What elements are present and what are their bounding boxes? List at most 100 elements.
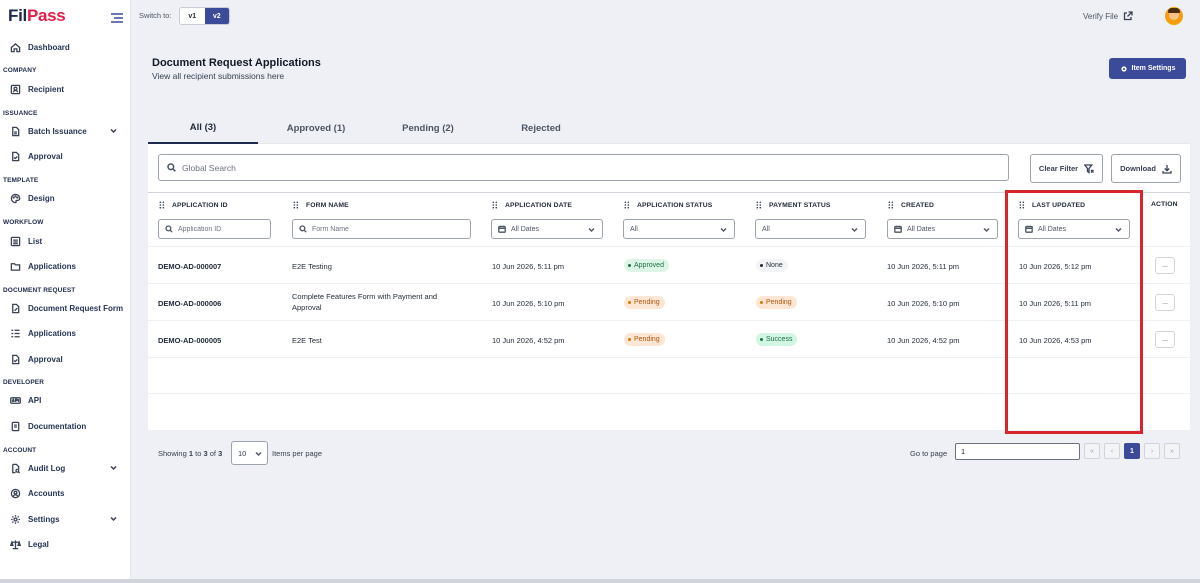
form-name-filter[interactable]: [292, 219, 471, 239]
chevron-down-icon: [851, 228, 858, 232]
user-card-icon: [9, 83, 21, 95]
prev-page-button[interactable]: ‹: [1104, 443, 1120, 459]
form-name-filter-input[interactable]: [312, 225, 449, 233]
sidebar-item-audit-log[interactable]: Audit Log: [9, 460, 127, 476]
search-icon: [167, 163, 176, 172]
per-page-value: 10: [238, 448, 247, 458]
item-settings-button[interactable]: Item Settings: [1109, 58, 1186, 79]
clear-filter-button[interactable]: Clear Filter: [1030, 154, 1103, 183]
last-updated-filter[interactable]: All Dates: [1018, 219, 1130, 239]
row-actions-button[interactable]: ...: [1155, 331, 1175, 348]
showing-to-word: to: [193, 449, 204, 458]
v2-button[interactable]: v2: [204, 8, 229, 24]
col-application-id[interactable]: APPLICATION ID: [159, 201, 228, 209]
items-per-page-select[interactable]: 10: [231, 441, 268, 465]
sidebar-item-batch-issuance[interactable]: Batch Issuance: [9, 123, 127, 139]
section-label: WORKFLOW: [3, 219, 44, 226]
sidebar-item-dashboard[interactable]: Dashboard: [9, 39, 127, 55]
verify-file-label: Verify File: [1083, 11, 1119, 21]
sidebar-item-accounts[interactable]: Accounts: [9, 485, 127, 501]
cell-form-name-line2: Approval: [292, 303, 322, 312]
tab-rejected[interactable]: Rejected: [521, 123, 561, 134]
last-page-button[interactable]: »: [1164, 443, 1180, 459]
tab-pending[interactable]: Pending (2): [402, 123, 454, 134]
col-payment-status[interactable]: PAYMENT STATUS: [756, 201, 831, 209]
table-row[interactable]: DEMO-AD-000005 E2E Test 10 Jun 2026, 4:5…: [148, 320, 1190, 357]
filter-value: All Dates: [907, 225, 936, 233]
v1-button[interactable]: v1: [188, 12, 197, 20]
application-status-filter[interactable]: All: [623, 219, 735, 239]
drag-handle-icon[interactable]: [756, 201, 762, 209]
chevron-down-icon: [588, 228, 595, 232]
row-actions-button[interactable]: ...: [1155, 257, 1175, 274]
drag-handle-icon[interactable]: [293, 201, 299, 209]
sidebar-item-label: Applications: [28, 261, 77, 271]
applications-panel: Clear Filter Download APPLICATION ID FOR…: [148, 144, 1190, 476]
sidebar-item-approval[interactable]: Approval: [9, 148, 127, 164]
sidebar-item-design[interactable]: Design: [9, 190, 127, 206]
page-1-button[interactable]: 1: [1124, 443, 1140, 459]
sidebar-item-document-request-form[interactable]: Document Request Form: [9, 300, 127, 316]
first-page-button[interactable]: «: [1084, 443, 1100, 459]
sidebar-item-label: Documentation: [28, 421, 87, 431]
sidebar-item-list[interactable]: List: [9, 233, 127, 249]
sidebar-item-label: API: [28, 395, 42, 405]
application-id-filter-input[interactable]: [178, 225, 262, 233]
global-search-input[interactable]: [182, 162, 982, 173]
document-check-icon: [9, 150, 21, 162]
filpass-logo[interactable]: FilPass: [8, 6, 66, 25]
sidebar-item-label: Applications: [28, 328, 77, 338]
verify-file-link[interactable]: Verify File: [1083, 11, 1133, 21]
next-page-button[interactable]: ›: [1144, 443, 1160, 459]
sidebar-item-documentation[interactable]: Documentation: [9, 418, 127, 434]
sidebar-item-label: Approval: [28, 354, 63, 364]
go-to-page-input[interactable]: 1: [955, 443, 1080, 460]
table-row[interactable]: DEMO-AD-000006 Complete Features Form wi…: [148, 283, 1190, 320]
sidebar-item-settings[interactable]: Settings: [9, 511, 127, 527]
drag-handle-icon[interactable]: [1019, 201, 1025, 209]
drag-handle-icon[interactable]: [492, 201, 498, 209]
sidebar-item-recipient[interactable]: Recipient: [9, 81, 127, 97]
application-date-filter[interactable]: All Dates: [491, 219, 603, 239]
status-badge: Pending: [624, 333, 665, 346]
gear-icon: [1120, 65, 1127, 72]
external-link-icon: [1123, 11, 1133, 21]
tab-approved[interactable]: Approved (1): [286, 123, 346, 134]
payment-status-filter[interactable]: All: [755, 219, 866, 239]
sidebar-item-label: Dashboard: [28, 42, 70, 52]
empty-row: [148, 357, 1190, 393]
table-row[interactable]: DEMO-AD-000007 E2E Testing 10 Jun 2026, …: [148, 246, 1190, 283]
items-per-page-label: Items per page: [272, 449, 323, 458]
created-filter[interactable]: All Dates: [887, 219, 998, 239]
cell-application-date: 10 Jun 2026, 5:10 pm: [492, 299, 565, 308]
avatar[interactable]: [1165, 7, 1183, 25]
item-settings-label: Item Settings: [1131, 65, 1176, 72]
row-actions-button[interactable]: ...: [1155, 294, 1175, 311]
application-id-filter[interactable]: [158, 219, 271, 239]
col-form-name[interactable]: FORM NAME: [293, 201, 349, 209]
tab-all[interactable]: All (3): [148, 113, 258, 144]
drag-handle-icon[interactable]: [888, 201, 894, 209]
global-search[interactable]: [158, 154, 1009, 181]
menu-collapse-icon[interactable]: [111, 10, 123, 23]
sidebar-item-api[interactable]: API: [9, 392, 127, 408]
sidebar-item-label: Audit Log: [28, 463, 66, 473]
sidebar-item-legal[interactable]: Legal: [9, 536, 127, 552]
col-application-status[interactable]: APPLICATION STATUS: [624, 201, 712, 209]
col-application-date[interactable]: APPLICATION DATE: [492, 201, 572, 209]
drag-handle-icon[interactable]: [159, 201, 165, 209]
palette-icon: [9, 192, 21, 204]
showing-prefix: Showing: [158, 449, 189, 458]
drag-handle-icon[interactable]: [624, 201, 630, 209]
switch-label: Switch to:: [139, 11, 172, 20]
download-button[interactable]: Download: [1111, 154, 1181, 183]
sidebar-item-label: List: [28, 236, 43, 246]
col-last-updated[interactable]: LAST UPDATED: [1019, 201, 1085, 209]
list-icon: [9, 235, 21, 247]
sidebar-item-applications[interactable]: Applications: [9, 258, 127, 274]
col-created[interactable]: CREATED: [888, 201, 934, 209]
sidebar-item-dr-applications[interactable]: Applications: [9, 325, 127, 341]
sidebar-item-dr-approval[interactable]: Approval: [9, 351, 127, 367]
sidebar-item-label: Batch Issuance: [28, 126, 87, 136]
payment-badge: None: [756, 259, 788, 272]
